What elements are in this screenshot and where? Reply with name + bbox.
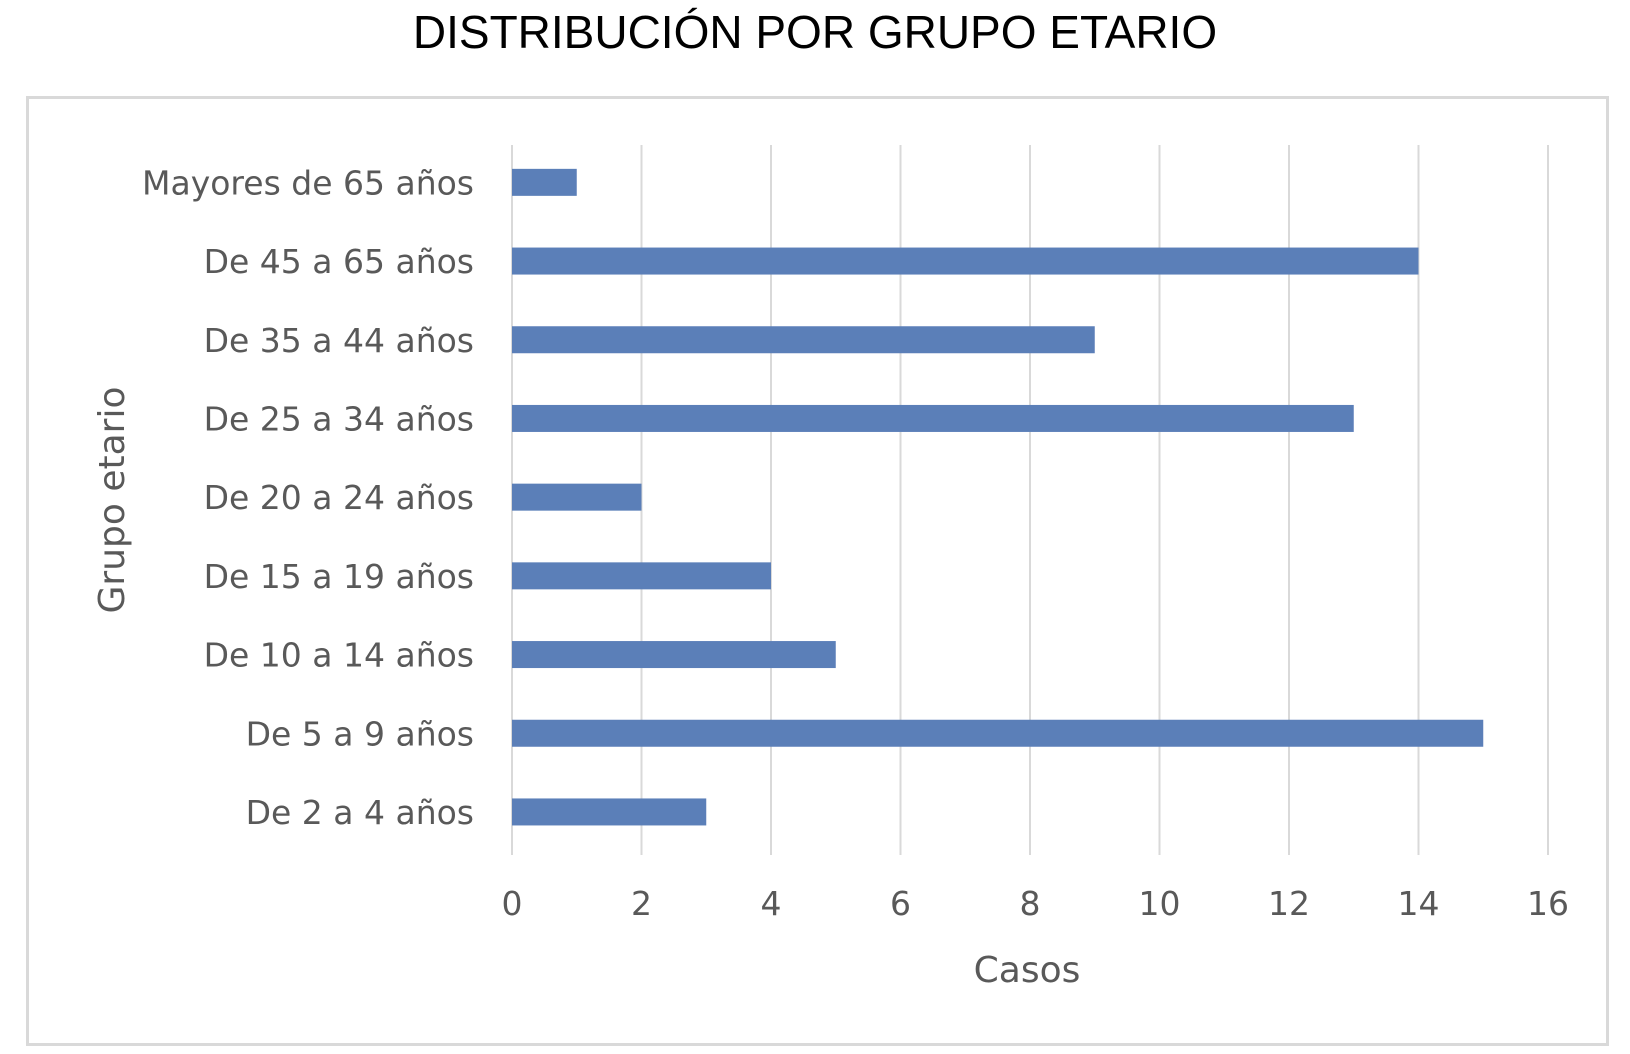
x-tick-labels: 0 2 4 6 8 10 12 14 16 [502, 884, 1570, 923]
x-tick-label: 0 [502, 884, 523, 923]
category-label: De 10 a 14 años [204, 636, 474, 675]
x-tick-label: 2 [631, 884, 652, 923]
category-label: Mayores de 65 años [142, 163, 474, 202]
category-label: De 20 a 24 años [204, 478, 474, 517]
x-axis-title: Casos [974, 950, 1081, 991]
category-label: De 35 a 44 años [204, 321, 474, 360]
x-tick-label: 8 [1020, 884, 1041, 923]
bar [512, 247, 1419, 275]
chart-frame [26, 96, 1609, 1046]
x-tick-label: 12 [1268, 884, 1310, 923]
bar [512, 326, 1095, 354]
bar [512, 168, 577, 196]
bars [512, 168, 1484, 826]
category-labels: Mayores de 65 años De 45 a 65 años De 35 a… [142, 163, 474, 832]
bar [512, 719, 1484, 747]
category-label: De 5 a 9 años [246, 714, 474, 753]
bar [512, 562, 771, 590]
x-tick-label: 4 [761, 884, 782, 923]
x-tick-label: 6 [890, 884, 911, 923]
x-tick-label: 10 [1139, 884, 1181, 923]
chart-title: DISTRIBUCIÓN POR GRUPO ETARIO [412, 6, 1218, 58]
x-tick-label: 14 [1398, 884, 1440, 923]
bar [512, 641, 836, 669]
bar [512, 483, 642, 511]
bar [512, 404, 1354, 432]
bar [512, 798, 707, 826]
y-axis-title: Grupo etario [92, 387, 133, 614]
category-label: De 2 a 4 años [246, 793, 474, 832]
category-label: De 25 a 34 años [204, 399, 474, 438]
category-label: De 45 a 65 años [204, 242, 474, 281]
category-label: De 15 a 19 años [204, 557, 474, 596]
x-tick-label: 16 [1527, 884, 1569, 923]
